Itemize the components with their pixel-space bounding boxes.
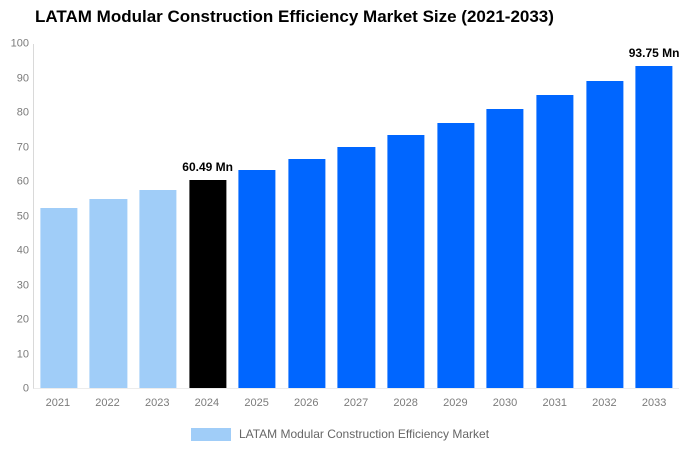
- bar-2023[interactable]: [139, 189, 177, 388]
- x-axis-label: 2030: [492, 397, 518, 409]
- x-axis: 2021 2022 2023 2024 2025 2026 2027 2028 2029 2030…: [33, 397, 679, 409]
- bar-2022[interactable]: [89, 199, 128, 388]
- legend-swatch-icon: [190, 427, 231, 441]
- x-axis-label: 2029: [443, 397, 468, 409]
- x-axis-label: 2023: [144, 397, 170, 409]
- x-axis-label: 2027: [343, 397, 369, 409]
- bar-2027[interactable]: [337, 147, 376, 388]
- legend-item[interactable]: LATAM Modular Construction Efficiency Ma…: [0, 427, 680, 441]
- y-axis-tick-label: 70: [16, 141, 29, 153]
- bar-slot: [232, 44, 282, 388]
- bar-slot: 60.49 Mn: [182, 44, 233, 388]
- bar-slot: [133, 44, 183, 388]
- bar-2030[interactable]: [486, 109, 524, 388]
- y-axis-tick-label: 40: [16, 244, 29, 257]
- plot-area: 60.49 Mn 93.75 Mn: [33, 44, 679, 389]
- bar-value-label: 60.49 Mn: [182, 159, 233, 174]
- x-axis-label: 2025: [244, 397, 269, 409]
- bar-slot: [431, 44, 481, 388]
- y-axis-tick-label: 0: [22, 382, 29, 395]
- bar-2025[interactable]: [238, 169, 276, 388]
- bar-2031[interactable]: [536, 95, 574, 388]
- y-axis-tick-label: 20: [16, 313, 29, 326]
- x-axis-label: 2031: [542, 397, 567, 409]
- y-axis-tick-label: 80: [16, 106, 29, 119]
- x-axis-label: 2021: [45, 397, 71, 409]
- x-axis-label: 2032: [592, 397, 617, 409]
- bar-2033[interactable]: [635, 65, 673, 388]
- y-axis-tick-label: 10: [16, 348, 29, 360]
- bar-slot: 93.75 Mn: [629, 44, 679, 388]
- bars-container: 60.49 Mn 93.75 Mn: [34, 44, 679, 388]
- bar-2024[interactable]: [189, 179, 227, 388]
- bar-slot: [34, 44, 84, 388]
- x-axis-label: 2026: [294, 397, 319, 409]
- chart-title: LATAM Modular Construction Efficiency Ma…: [35, 7, 554, 26]
- bar-slot: [480, 44, 530, 388]
- bar-slot: [84, 44, 134, 388]
- x-axis-label: 2028: [393, 397, 418, 409]
- legend-label: LATAM Modular Construction Efficiency Ma…: [238, 427, 490, 441]
- bar-2029[interactable]: [437, 122, 475, 388]
- bar-slot: [381, 44, 431, 388]
- bar-value-label: 93.75 Mn: [628, 45, 680, 60]
- x-axis-label: 2024: [194, 397, 220, 409]
- bar-2028[interactable]: [387, 135, 425, 388]
- y-axis-tick-label: 60: [16, 175, 29, 188]
- bar-slot: [332, 44, 382, 388]
- y-axis-tick-label: 50: [16, 210, 29, 222]
- x-axis-label: 2022: [95, 397, 120, 409]
- y-axis-tick-label: 30: [16, 279, 29, 291]
- y-axis-tick-label: 100: [10, 37, 29, 50]
- bar-slot: [530, 44, 580, 388]
- bar-2026[interactable]: [288, 158, 326, 388]
- y-axis-tick-label: 90: [16, 72, 29, 84]
- x-axis-label: 2033: [641, 397, 667, 409]
- bar-slot: [580, 44, 630, 388]
- y-axis: 0 10 20 30 40 50 60 70 80 90 100: [0, 38, 29, 394]
- bar-slot: [282, 44, 332, 388]
- bar-2021[interactable]: [40, 208, 78, 388]
- bar-2032[interactable]: [585, 80, 624, 388]
